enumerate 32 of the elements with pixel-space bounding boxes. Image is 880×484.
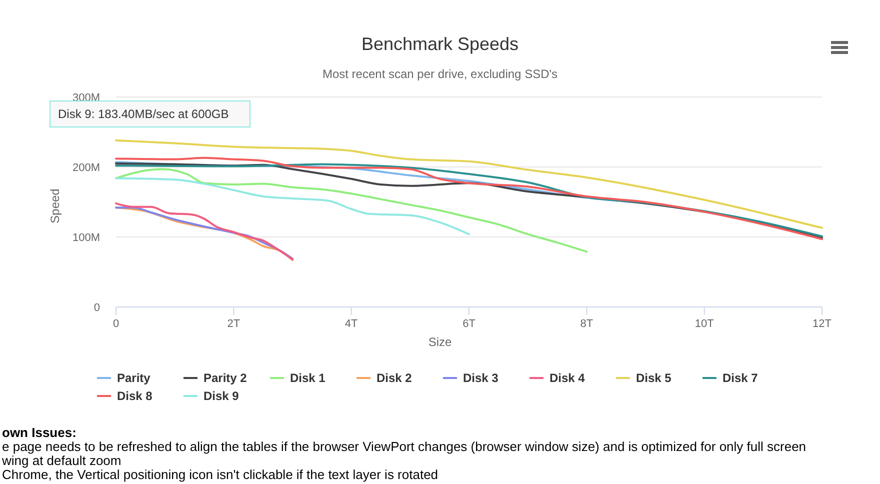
x-tick-label: 4T <box>344 318 358 330</box>
legend-label: Disk 3 <box>463 371 499 385</box>
line-series <box>115 177 470 236</box>
y-tick-label: 100M <box>72 232 100 244</box>
legend-label: Disk 7 <box>722 371 758 385</box>
x-tick-label: 6T <box>462 318 476 330</box>
legend-label: Disk 8 <box>117 389 153 403</box>
y-tick-label: 0 <box>94 302 100 314</box>
line-series <box>115 168 588 253</box>
line-series <box>115 139 823 229</box>
x-axis-title: Size <box>428 335 452 349</box>
chart-title: Benchmark Speeds <box>361 34 519 54</box>
y-axis-title: Speed <box>48 188 62 224</box>
legend-label: Disk 1 <box>290 371 326 385</box>
text: Chrome, the Vertical positioning icon isn't clickable if the text layer is rotated <box>2 467 438 482</box>
x-tick-label: 10T <box>694 318 714 330</box>
text: e page needs to be refreshed to align the tables if the browser ViewPort changes (browser window size) and is optimized for only full screen <box>2 439 806 454</box>
x-tick-label: 2T <box>227 318 240 330</box>
legend-label: Parity <box>117 371 151 385</box>
x-tick-label: 0 <box>112 318 120 330</box>
y-tick-label: 200M <box>72 162 100 174</box>
legend-label: Parity 2 <box>204 371 248 385</box>
x-tick-label: 8T <box>580 318 594 330</box>
x-tick-label: 12T <box>812 318 832 330</box>
legend-label: Disk 5 <box>636 371 672 385</box>
legend-label: Disk 4 <box>550 371 586 385</box>
text: wing at default zoom <box>1 453 122 468</box>
text: own Issues: <box>2 425 76 440</box>
chart-subtitle: Most recent scan per drive, excluding SSD's <box>322 67 558 81</box>
annotation: Disk 9: 183.40MB/sec at 600GB <box>58 107 229 121</box>
legend-label: Disk 2 <box>376 371 412 385</box>
legend-label: Disk 9 <box>204 389 240 403</box>
